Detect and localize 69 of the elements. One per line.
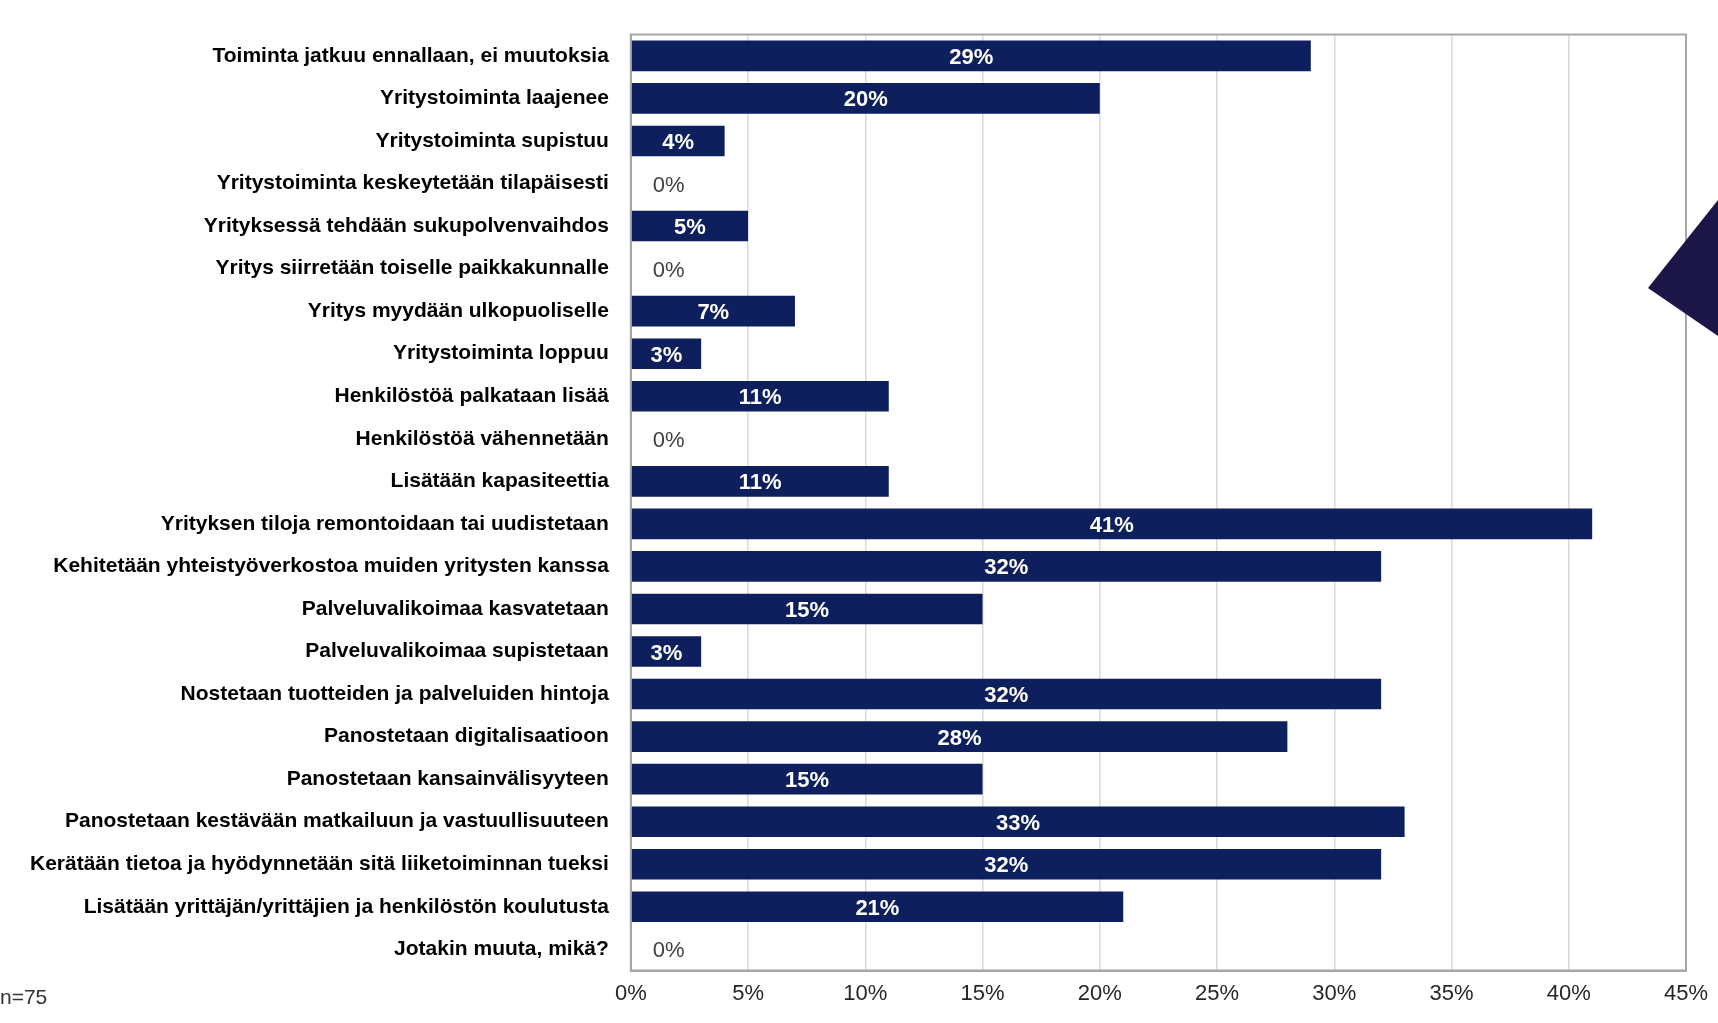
x-tick-label: 0% [614, 979, 647, 1005]
data-label: 7% [697, 299, 730, 325]
data-label: 11% [738, 384, 782, 410]
data-label: 3% [650, 341, 683, 367]
data-label: 4% [662, 129, 694, 155]
y-tick-label: Jotakin muuta, mikä? [394, 936, 609, 960]
x-tick-label: 15% [960, 979, 1005, 1005]
data-label: 33% [996, 809, 1041, 835]
bar [631, 678, 1382, 710]
x-tick-label: 20% [1077, 979, 1122, 1005]
data-label: 32% [984, 554, 1029, 580]
x-tick-label: 25% [1195, 979, 1240, 1005]
x-tick-label: 40% [1546, 979, 1591, 1005]
y-tick-label: Yritystoiminta laajenee [380, 85, 609, 109]
y-tick-label: Yritys myydään ulkopuoliselle [307, 297, 609, 321]
bar [631, 551, 1382, 582]
bar [631, 848, 1382, 880]
data-label: 20% [843, 86, 888, 112]
bar [631, 763, 983, 795]
data-label: 0% [652, 256, 685, 282]
data-label: 11% [738, 469, 782, 495]
y-tick-label: Lisätään kapasiteettia [390, 468, 610, 492]
y-tick-label: Henkilöstöä palkataan lisää [334, 383, 610, 407]
y-tick-label: Yritystoiminta keskeytetään tilapäisesti [216, 170, 609, 194]
bar [631, 83, 1100, 114]
y-tick-label: Panostetaan kansainvälisyyteen [286, 765, 609, 789]
y-tick-label: Yrityksen tiloja remontoidaan tai uudistetaan [160, 510, 609, 534]
data-label: 5% [673, 214, 706, 240]
y-tick-label: Kehitetään yhteistyöverkostoa muiden yritysten kanssa [53, 553, 610, 577]
text: n=75 [0, 985, 48, 1009]
bar [631, 508, 1593, 540]
x-tick-label: 5% [732, 979, 764, 1005]
y-tick-label: Yritys siirretään toiselle paikkakunnalle [215, 255, 609, 279]
bar [631, 295, 795, 327]
y-tick-label: Toiminta jatkuu ennallaan, ei muutoksia [212, 42, 610, 66]
data-label: 28% [937, 724, 982, 750]
data-label: 21% [855, 894, 900, 920]
data-label: 15% [785, 767, 830, 793]
data-label: 41% [1089, 511, 1134, 537]
bar [631, 891, 1124, 923]
bar [631, 380, 889, 412]
y-tick-label: Yritystoiminta loppuu [392, 340, 609, 364]
data-label: 29% [949, 43, 994, 69]
data-label: 0% [652, 937, 685, 963]
data-label: 32% [984, 682, 1029, 708]
y-tick-label: Kerätään tietoa ja hyödynnetään sitä liiketoiminnan tueksi [29, 851, 609, 875]
y-tick-label: Panostetaan kestävään matkailuun ja vastuullisuuteen [64, 808, 609, 832]
bar [631, 40, 1311, 72]
y-tick-label: Henkilöstöä vähennetään [355, 425, 609, 449]
data-label: 32% [984, 852, 1029, 878]
bar [631, 806, 1405, 838]
bar [631, 466, 889, 497]
y-tick-label: Panostetaan digitalisaatioon [324, 723, 609, 747]
y-tick-label: Yritystoiminta supistuu [375, 127, 609, 151]
y-tick-label: Palveluvalikoimaa supistetaan [305, 638, 609, 662]
data-label: 15% [785, 597, 830, 623]
x-tick-label: 30% [1312, 979, 1357, 1005]
data-label: 0% [652, 171, 685, 197]
x-tick-label: 10% [843, 979, 888, 1005]
y-tick-label: Palveluvalikoimaa kasvatetaan [301, 595, 609, 619]
x-tick-label: 35% [1429, 979, 1474, 1005]
y-tick-label: Nostetaan tuotteiden ja palveluiden hintoja [180, 680, 610, 704]
data-label: 0% [652, 426, 685, 452]
x-tick-label: 45% [1663, 979, 1709, 1005]
data-label: 3% [650, 639, 683, 665]
y-tick-label: Yrityksessä tehdään sukupolvenvaihdos [203, 212, 609, 236]
bar [631, 721, 1288, 752]
y-tick-label: Lisätään yrittäjän/yrittäjien ja henkilöstön koulutusta [83, 893, 610, 917]
bar [631, 593, 983, 625]
